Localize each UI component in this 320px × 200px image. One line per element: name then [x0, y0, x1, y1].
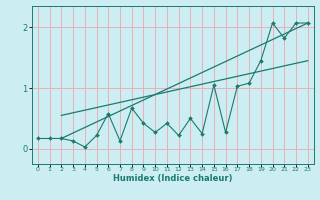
X-axis label: Humidex (Indice chaleur): Humidex (Indice chaleur): [113, 174, 233, 183]
